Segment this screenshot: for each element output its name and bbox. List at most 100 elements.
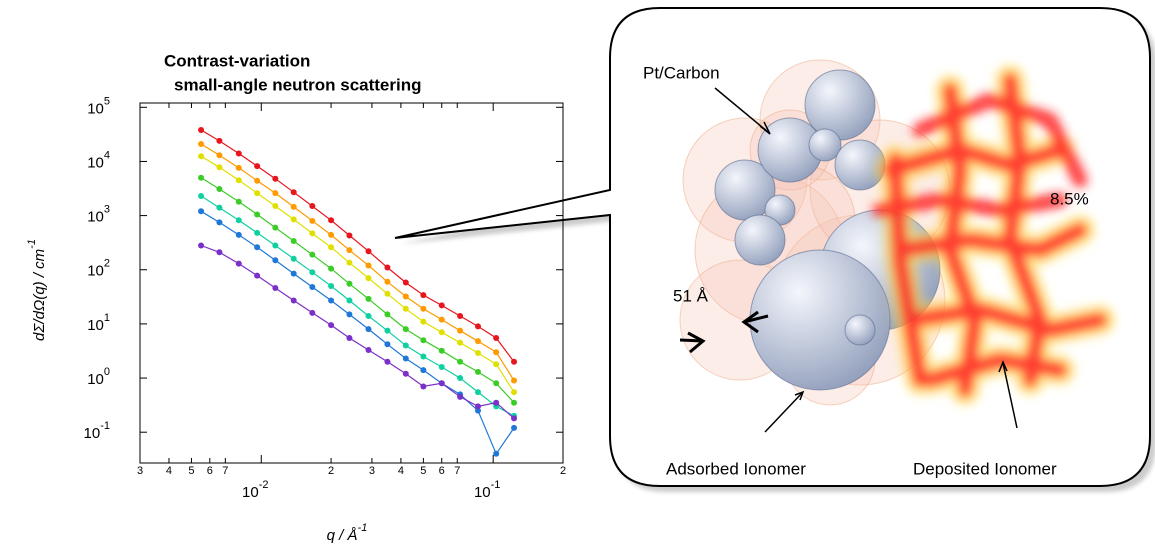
x-tick-label: 10-1: [474, 479, 500, 501]
data-point: [198, 127, 205, 134]
x-axis-label-base: q / Å: [327, 527, 358, 544]
data-point: [309, 230, 316, 237]
x-tick-exp: -2: [259, 479, 269, 491]
y-tick-label: 104: [87, 149, 110, 171]
data-point: [384, 278, 391, 285]
chart-title: Contrast-variation: [164, 51, 310, 70]
data-point: [309, 251, 316, 258]
y-tick-label: 105: [87, 95, 110, 117]
series-line: [200, 129, 515, 363]
data-point: [328, 322, 335, 329]
data-point: [438, 329, 445, 336]
data-point: [328, 217, 335, 224]
data-point: [457, 327, 464, 334]
data-point: [457, 312, 464, 319]
y-tick-label: 102: [87, 258, 110, 280]
data-point: [457, 393, 464, 400]
series-line: [200, 210, 515, 456]
data-point: [474, 407, 481, 414]
data-point: [216, 137, 223, 144]
x-tick-label: 3: [369, 465, 375, 477]
y-tick-base: 10: [84, 425, 101, 442]
data-point: [511, 424, 518, 431]
data-point: [198, 153, 205, 160]
data-point: [511, 377, 518, 384]
label: Pt/Carbon: [643, 63, 720, 82]
data-point: [328, 244, 335, 251]
data-point: [457, 339, 464, 346]
y-tick-exp: 3: [104, 204, 110, 216]
y-axis-label-base: dΣ/dΩ(q) / cm: [31, 249, 48, 341]
data-point: [438, 316, 445, 323]
x-tick-label: 3: [137, 465, 143, 477]
x-tick-label: 7: [222, 465, 228, 477]
data-point: [235, 217, 242, 224]
data-point: [511, 358, 518, 365]
data-point: [493, 450, 500, 457]
data-point: [198, 242, 205, 249]
data-point: [235, 231, 242, 238]
data-point: [272, 203, 279, 210]
data-point: [493, 361, 500, 368]
x-tick-label: 6: [207, 465, 213, 477]
data-point: [328, 265, 335, 272]
data-point: [474, 403, 481, 410]
data-point: [402, 370, 409, 377]
y-tick-exp: -1: [100, 420, 110, 432]
data-point: [290, 216, 297, 223]
data-point: [511, 415, 518, 422]
x-tick-label: 7: [454, 465, 460, 477]
chart-title: small-angle neutron scattering: [174, 75, 422, 94]
data-point: [328, 297, 335, 304]
data-point: [402, 305, 409, 312]
data-point: [346, 280, 353, 287]
data-point: [420, 367, 427, 374]
data-point: [365, 312, 372, 319]
data-point: [402, 326, 409, 333]
data-point: [420, 292, 427, 299]
data-point: [474, 323, 481, 330]
data-point: [420, 337, 427, 344]
data-point: [235, 260, 242, 267]
x-tick-label: 2: [560, 465, 566, 477]
data-point: [254, 244, 261, 251]
data-point: [309, 284, 316, 291]
x-tick-exp: -1: [491, 479, 501, 491]
data-point: [328, 283, 335, 290]
y-tick-label: 10-1: [84, 420, 110, 442]
data-point: [493, 399, 500, 406]
y-tick-base: 10: [87, 100, 104, 117]
x-axis-label: q / Å-1: [327, 522, 368, 544]
data-point: [493, 380, 500, 387]
data-point: [309, 309, 316, 316]
label: 8.5%: [1050, 189, 1089, 208]
data-point: [346, 232, 353, 239]
x-tick-label: 4: [398, 465, 404, 477]
data-point: [272, 175, 279, 182]
data-point: [290, 255, 297, 262]
data-point: [346, 247, 353, 254]
data-point: [384, 311, 391, 318]
data-point: [290, 270, 297, 277]
series-line: [200, 177, 515, 404]
data-point: [309, 269, 316, 276]
data-point: [216, 152, 223, 159]
x-tick-base: 10: [474, 484, 491, 501]
data-point: [384, 327, 391, 334]
data-point: [290, 297, 297, 304]
y-tick-label: 101: [87, 312, 110, 334]
data-point: [254, 211, 261, 218]
data-point: [272, 190, 279, 197]
label: 51 Å: [673, 286, 709, 305]
data-point: [511, 399, 518, 406]
data-point: [511, 389, 518, 396]
data-point: [272, 285, 279, 292]
y-tick-base: 10: [87, 209, 104, 226]
y-tick-base: 10: [87, 317, 104, 334]
x-tick-label: 4: [166, 465, 172, 477]
data-point: [346, 297, 353, 304]
data-point: [290, 203, 297, 210]
x-axis-label-exp: -1: [358, 522, 368, 534]
